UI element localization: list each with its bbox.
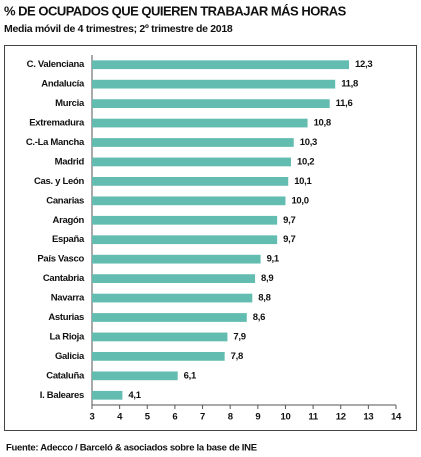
value-label: 10,2	[297, 156, 314, 167]
bar	[92, 196, 286, 206]
bar	[92, 215, 278, 225]
value-label: 4,1	[128, 390, 141, 401]
x-tick-label: 4	[117, 412, 123, 423]
y-tick-label: Asturias	[48, 312, 84, 323]
bar	[92, 118, 308, 128]
x-tick-label: 3	[90, 412, 95, 423]
x-tick-label: 14	[391, 412, 402, 423]
value-label: 10,3	[300, 137, 317, 148]
y-tick-label: Aragón	[53, 215, 85, 226]
x-tick-label: 13	[363, 412, 373, 423]
value-label: 7,8	[231, 351, 243, 362]
bar	[92, 60, 350, 70]
bar	[92, 79, 336, 89]
y-tick-label: La Rioja	[49, 331, 85, 342]
y-tick-label: España	[52, 234, 85, 245]
y-tick-label: C. Valenciana	[27, 59, 85, 70]
y-tick-label: Cas. y León	[34, 176, 85, 187]
chart-subtitle: Media móvil de 4 trimestres; 2º trimestr…	[4, 23, 233, 35]
bar	[92, 293, 253, 303]
value-label: 10,8	[314, 118, 331, 129]
bar	[92, 235, 278, 245]
y-tick-label: Cantabria	[43, 273, 85, 284]
x-tick-label: 7	[200, 412, 205, 423]
bar	[92, 138, 294, 147]
value-label: 8,9	[261, 273, 273, 284]
y-tick-label: C.-La Mancha	[26, 137, 85, 148]
y-tick-label: Canarias	[46, 195, 84, 206]
y-tick-label: Cataluña	[46, 370, 85, 381]
bar	[92, 313, 247, 322]
value-label: 8,8	[258, 293, 270, 304]
y-tick-label: Madrid	[55, 156, 85, 167]
x-tick-label: 9	[255, 412, 260, 423]
y-tick-label: Murcia	[55, 98, 85, 109]
x-tick-label: 5	[145, 412, 151, 423]
value-label: 10,1	[294, 176, 312, 187]
bar	[92, 157, 291, 167]
bar	[92, 352, 225, 361]
x-tick-label: 6	[172, 412, 177, 423]
value-label: 6,1	[184, 370, 197, 381]
bar	[92, 332, 228, 342]
bar	[92, 99, 330, 108]
value-label: 7,9	[233, 331, 245, 342]
bar	[92, 177, 289, 186]
y-tick-label: I. Baleares	[40, 390, 84, 401]
value-label: 11,8	[341, 79, 358, 90]
value-label: 8,6	[253, 312, 265, 323]
chart-title: % DE OCUPADOS QUE QUIEREN TRABAJAR MÁS H…	[4, 3, 347, 18]
chart-frame	[4, 45, 417, 431]
value-label: 9,1	[267, 254, 280, 265]
x-tick-label: 12	[336, 412, 346, 423]
x-tick-label: 10	[280, 412, 290, 423]
y-tick-label: Galicia	[55, 351, 85, 362]
x-tick-label: 11	[308, 412, 318, 423]
bar	[92, 390, 123, 400]
value-label: 9,7	[283, 215, 295, 226]
bar	[92, 254, 261, 264]
bar	[92, 274, 256, 283]
value-label: 11,6	[336, 98, 353, 109]
x-tick-label: 8	[228, 412, 233, 423]
y-tick-label: Navarra	[51, 293, 85, 304]
y-tick-label: Extremadura	[29, 118, 85, 129]
y-tick-label: Andalucía	[41, 79, 85, 90]
bar	[92, 371, 178, 381]
y-tick-label: País Vasco	[37, 254, 84, 265]
value-label: 9,7	[283, 234, 295, 245]
value-label: 10,0	[291, 195, 308, 206]
value-label: 12,3	[355, 59, 372, 70]
source-note: Fuente: Adecco / Barceló & asociados sob…	[6, 443, 257, 454]
